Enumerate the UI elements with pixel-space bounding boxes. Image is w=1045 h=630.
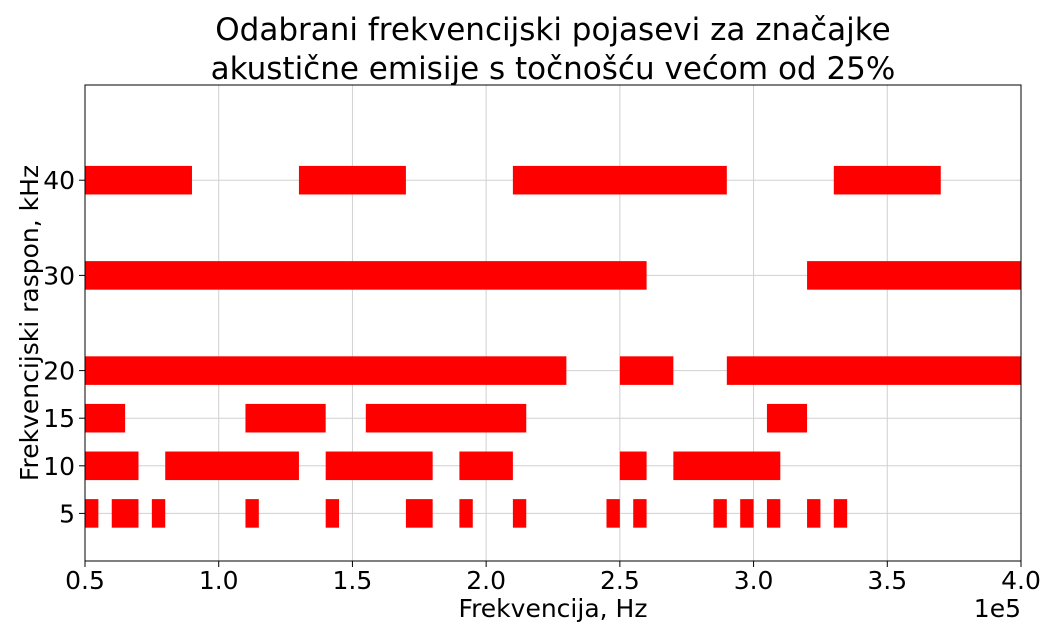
bar-segment [85,165,192,195]
bar-segment [298,165,406,195]
x-tick-label: 1.0 [199,566,239,595]
x-tick-label: 3.0 [734,566,774,595]
bar-segment [459,499,473,528]
x-tick-label: 0.5 [65,566,105,595]
bar-segment [619,451,647,481]
bar-segment [633,499,647,528]
bar-segment [85,261,647,290]
y-tick-label: 40 [43,166,75,195]
bar-segment [85,403,126,433]
bar-segment [405,499,433,528]
bar-segment [365,403,527,433]
bar-segment [85,499,99,528]
bar-segment [85,356,567,385]
bar-segment [606,499,620,528]
bar-segment [807,499,821,528]
bar-segment [833,165,941,195]
y-tick-label: 10 [43,452,75,481]
bar-segment [766,403,808,433]
bar-segment [740,499,754,528]
bar-segment [245,403,326,433]
x-tick-label: 3.5 [867,566,907,595]
x-axis-label: Frekvencija, Hz [459,594,648,623]
x-tick-label: 2.5 [600,566,640,595]
x-tick-label: 1.5 [333,566,373,595]
bar-segment [512,165,727,195]
bar-segment [111,499,139,528]
y-tick-label: 30 [43,261,75,290]
bar-segment [512,499,527,528]
plot-frame [84,84,1022,562]
bar-segment [807,261,1021,290]
y-tick-label: 5 [59,499,75,528]
y-tick-label: 20 [43,357,75,386]
bar-segment [619,356,674,385]
bar-segment [325,451,433,481]
bar-segment [165,451,299,481]
x-tick-label: 4.0 [1001,566,1041,595]
bar-segment [151,499,166,528]
y-axis-label: Frekvencijski raspon, kHz [15,165,44,481]
y-tick-label: 15 [43,404,75,433]
bar-segment [85,451,139,481]
bar-segment [713,499,727,528]
chart-title: akustične emisije s točnošću većom od 25… [211,51,896,87]
x-offset-label: 1e5 [974,594,1021,623]
bar-segment [245,499,259,528]
bar-segment [673,451,781,481]
bar-segment [726,356,1021,385]
x-tick-label: 2.0 [466,566,506,595]
bar-segment [833,499,848,528]
bar-segment [459,451,513,481]
bar-segment [325,499,340,528]
chart-title: Odabrani frekvencijski pojasevi za znača… [215,12,890,48]
bar-segment [766,499,781,528]
